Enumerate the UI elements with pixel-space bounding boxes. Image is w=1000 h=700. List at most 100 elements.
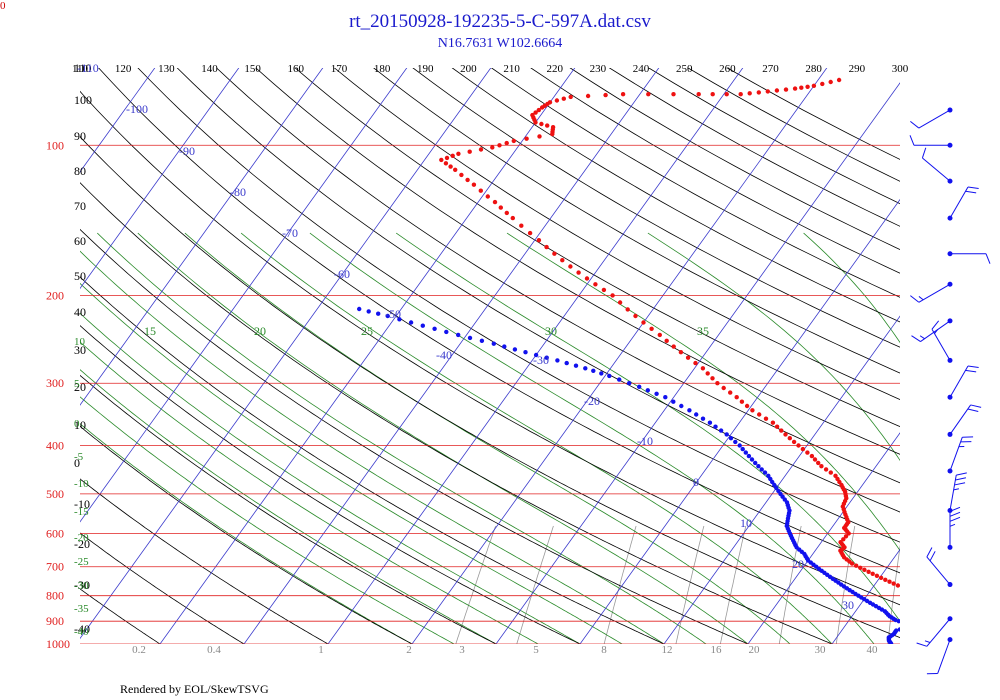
temperature-point [923,631,927,635]
wind-barb-dot [947,394,953,400]
dewpoint-point [749,457,755,462]
theta-left-label: 90 [74,129,86,143]
dewpoint-point [740,446,745,452]
chart-subtitle: N16.7631 W102.6664 [437,36,563,51]
dewpoint-point [637,384,642,389]
mixing-ratio-label: 0.4 [207,644,221,656]
theta-top-label: 130 [158,63,175,75]
dry-adiabat-line [80,374,497,644]
temperature-point [841,537,846,542]
temperature-point [828,79,833,85]
wind-barb [947,472,967,514]
temperature-point [560,258,565,263]
wind-barb-shaft [949,186,969,219]
temperature-point [693,360,698,366]
wind-barb-halfflag [919,335,925,340]
temperature-point [939,640,943,644]
dewpoint-point [713,424,718,429]
wind-barb-flag [965,190,977,194]
wind-barb-flag [909,135,915,146]
temperature-point [903,587,907,591]
temperature-point [833,473,838,478]
wind-barb-flag [911,335,921,342]
wind-barb-dot [947,357,953,363]
moist-adiabat-line [80,250,665,644]
dewpoint-point [663,395,668,400]
wind-barb [926,547,953,588]
moist-left-label: 0 [74,418,80,430]
wind-barb-dot [947,582,953,588]
wind-barbs [909,107,991,675]
pressure-label: 800 [46,589,64,603]
dewpoint-point [718,428,724,433]
temperature-point [504,210,509,216]
wind-barb-dot [947,616,953,622]
temperature-point [924,633,928,637]
temperature-point [878,575,884,580]
wind-barb-dot [947,508,953,514]
dewpoint-point [679,403,684,409]
isotherm-line [663,315,900,644]
wind-barb-flag [910,295,920,303]
dewpoint-point [904,624,908,628]
wind-barb-shaft [922,157,951,182]
chart-title: rt_20150928-192235-5-C-597A.dat.csv [349,11,651,32]
dry-adiabat-line [333,68,900,400]
pressure-label: 100 [46,138,64,152]
temperature-point [561,96,566,101]
pressure-label: 500 [46,487,64,501]
temperature-point [671,92,676,97]
temperature-point [536,107,541,113]
wind-barb-shaft [918,109,951,129]
isotherm-label: 0 [693,475,699,489]
dry-adiabat-line [80,588,161,644]
wind-barb [947,186,979,221]
dry-adiabat-line [530,68,900,274]
moist-top-label: 15 [144,324,156,338]
dewpoint-point [512,347,518,352]
dewpoint-point [467,335,473,341]
dewpoint-point [905,625,909,629]
theta-top-label: 170 [331,63,348,75]
pressure-label: 600 [46,526,64,540]
wind-barb [921,147,953,184]
dewpoint-point [687,408,692,413]
dewpoint-point [694,412,699,417]
temperature-point [936,607,940,611]
mixing-ratio-label: 3 [459,644,465,656]
isotherm-line [992,35,1000,655]
temperature-point [891,581,896,586]
temperature-point [601,287,607,293]
grid-lines [0,35,1000,655]
temperature-point [757,412,762,417]
theta-top-label: 230 [590,63,607,75]
dewpoint-point [904,623,908,627]
dry-adiabat-line [80,182,834,644]
dry-adiabat-line [255,68,900,455]
mixing-ratio-label: 30 [815,644,827,656]
temperature-point [909,591,913,595]
wind-barb-flag [926,547,933,558]
temperature-point [678,350,684,355]
theta-top-label: 270 [762,63,779,75]
theta-left-label: 30 [74,343,86,357]
dry-adiabat-line [80,478,329,644]
isotherm-line [0,35,11,655]
wind-barb [911,318,953,342]
dewpoint-point [366,309,371,314]
dewpoint-point [456,332,461,338]
wind-barb-flag [954,482,966,486]
theta-left-label: -10 [74,497,90,511]
temperature-point [941,641,945,645]
mixing-ratio-label: 2 [406,644,412,656]
temperature-point [657,332,662,338]
temperature-point [715,381,720,386]
temperature-point [444,155,450,161]
temperature-point [774,424,780,429]
temperature-point [750,408,755,413]
wind-barb-dot [947,281,953,287]
temperature-point [957,621,961,625]
temperature-point [955,619,959,623]
temperature-point [485,194,490,199]
mixing-ratio-label: 0.2 [132,644,146,656]
